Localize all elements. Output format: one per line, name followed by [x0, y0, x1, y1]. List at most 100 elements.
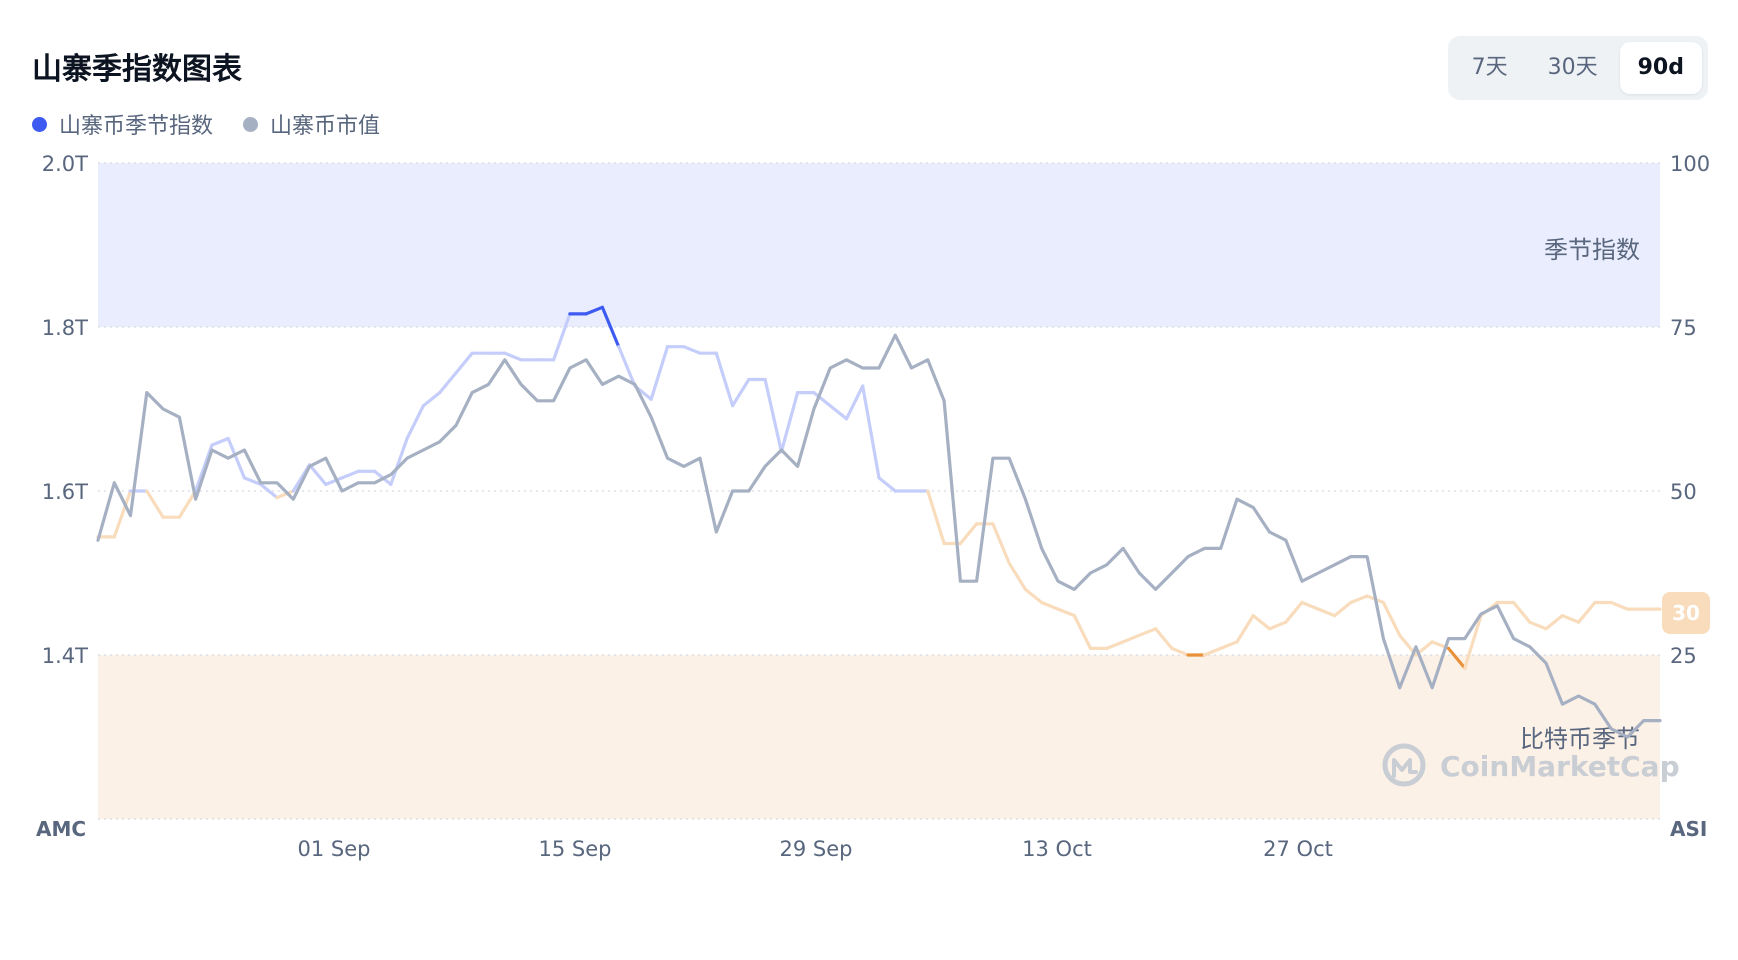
index-line-segment — [1153, 627, 1174, 651]
index-line-segment — [1170, 646, 1190, 657]
index-line-segment — [210, 436, 230, 447]
left-tick-label: 1.8T — [42, 316, 88, 340]
legend-label-index: 山寨币季节指数 — [59, 114, 214, 139]
index-line-segment — [454, 351, 474, 375]
index-line-segment — [389, 436, 409, 486]
index-line-segment — [861, 384, 881, 480]
index-line-segment — [1105, 640, 1125, 651]
index-line-segment — [1316, 607, 1337, 618]
altcoin-marketcap-line — [96, 333, 1662, 739]
index-line-segment — [1463, 613, 1483, 670]
index-line-segment — [324, 476, 344, 486]
index-line-segment — [1332, 600, 1353, 618]
x-tick-label: 13 Oct — [1022, 837, 1092, 861]
left-tick-label: 1.4T — [42, 644, 88, 668]
index-line-segment — [763, 377, 784, 454]
x-tick-label: 01 Sep — [298, 837, 371, 861]
index-line-segment — [177, 489, 198, 519]
current-index-badge-bg — [1662, 592, 1710, 634]
index-line-segment — [551, 312, 572, 362]
index-line-segment — [779, 391, 800, 454]
index-line-segment — [340, 469, 360, 480]
index-line-segment — [194, 443, 214, 493]
index-line-segment — [112, 489, 133, 539]
index-line-segment — [617, 345, 637, 388]
index-line-segment — [405, 404, 425, 441]
index-line-segment — [844, 384, 865, 421]
index-line-segment — [503, 351, 523, 362]
index-line-segment — [1219, 640, 1239, 651]
legend-item-index[interactable]: 山寨币季节指数 — [32, 108, 213, 140]
range-30d-button[interactable]: 30天 — [1547, 55, 1598, 80]
x-tick-label: 29 Sep — [780, 837, 853, 861]
index-line-segment — [1300, 600, 1320, 611]
index-line-segment — [600, 305, 621, 349]
index-line-segment — [1284, 600, 1304, 624]
current-index-badge: 30 — [1662, 592, 1710, 634]
index-line-segment — [1040, 600, 1060, 611]
index-line-segment — [1349, 594, 1369, 605]
index-line-segment — [926, 489, 946, 546]
altseason-zone-label: 季节指数 — [1544, 236, 1640, 264]
index-line-segment — [714, 351, 735, 408]
index-line-segment — [958, 522, 979, 546]
legend-label-marketcap: 山寨币市值 — [270, 114, 381, 139]
index-line-segment — [1544, 613, 1565, 631]
index-line-segment — [1267, 620, 1288, 631]
index-line-segment — [991, 522, 1011, 565]
index-line-segment — [828, 404, 849, 421]
page-title: 山寨季指数图表 — [32, 52, 242, 87]
right-axis-name: ASI — [1670, 817, 1707, 841]
index-line-segment — [649, 345, 670, 401]
index-line-segment — [877, 476, 897, 493]
bitcoin-season-zone-label: 比特币季节 — [1520, 725, 1640, 753]
time-range-switch: 7天 30天 90d — [1447, 36, 1708, 100]
x-axis: 01 Sep 15 Sep 29 Sep 13 Oct 27 Oct — [298, 837, 1333, 861]
index-line-segment — [1023, 587, 1044, 605]
index-line-segment — [1560, 613, 1581, 624]
index-line-segment — [812, 391, 832, 408]
index-line-segment — [242, 476, 263, 486]
index-line-segment — [421, 391, 442, 408]
index-line-segment — [1121, 633, 1141, 644]
index-line-segment — [275, 489, 295, 500]
index-line-segment — [259, 482, 279, 500]
index-line-segment — [1609, 600, 1630, 611]
left-tick-label: 2.0T — [42, 152, 88, 176]
altseason-zone — [98, 163, 1660, 327]
index-line-segment — [1528, 620, 1548, 631]
index-line-segment — [584, 305, 605, 316]
coinmarketcap-watermark: CoinMarketCap — [1382, 743, 1680, 787]
index-line-segment — [1576, 600, 1597, 624]
legend-item-marketcap[interactable]: 山寨币市值 — [243, 108, 380, 140]
index-line-segment — [145, 489, 165, 519]
right-tick-label: 100 — [1670, 152, 1710, 176]
right-tick-label: 75 — [1670, 316, 1697, 340]
chart-legend: 山寨币季节指数 山寨币市值 — [32, 108, 380, 140]
x-tick-label: 27 Oct — [1263, 837, 1333, 861]
index-line-segment — [1235, 613, 1255, 644]
index-line-segment — [682, 345, 702, 355]
legend-dot-index-icon — [32, 116, 47, 132]
left-axis-name: AMC — [36, 817, 86, 841]
index-line-segment — [1137, 627, 1158, 637]
index-line-segment — [1511, 600, 1532, 624]
x-tick-label: 15 Sep — [539, 837, 612, 861]
left-tick-label: 1.6T — [42, 480, 88, 504]
index-line-segment — [1381, 600, 1402, 637]
range-7d-button[interactable]: 7天 — [1471, 55, 1508, 80]
index-line-segment — [730, 377, 751, 408]
index-line-segment — [307, 463, 328, 486]
watermark-text: CoinMarketCap — [1440, 750, 1680, 783]
grid-lines — [98, 162, 1660, 820]
coinmarketcap-logo-icon — [1382, 743, 1426, 787]
right-tick-label: 25 — [1670, 644, 1697, 668]
index-line-segment — [1202, 646, 1223, 657]
bitcoin-season-zone — [98, 655, 1660, 819]
left-axis: 1.4T 1.6T 1.8T 2.0T — [42, 152, 88, 668]
index-line-segment — [1056, 607, 1076, 618]
index-line-segment — [1007, 561, 1028, 592]
range-90d-button[interactable]: 90d — [1619, 42, 1702, 94]
index-line-segment — [1446, 646, 1467, 670]
